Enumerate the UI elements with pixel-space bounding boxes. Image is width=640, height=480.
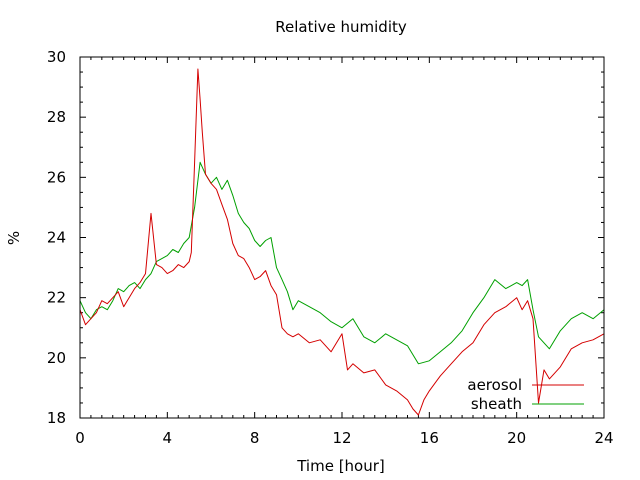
- x-tick-label: 20: [507, 429, 526, 447]
- legend-label-sheath: sheath: [471, 395, 522, 413]
- x-tick-label: 0: [75, 429, 85, 447]
- x-tick-label: 12: [332, 429, 351, 447]
- series-line-aerosol: [79, 68, 605, 416]
- x-tick-label: 24: [594, 429, 613, 447]
- plot-frame: [79, 56, 605, 419]
- y-axis-label: %: [5, 231, 23, 245]
- legend-label-aerosol: aerosol: [467, 376, 522, 394]
- x-tick-label: 8: [250, 429, 260, 447]
- y-tick-label: 18: [47, 409, 66, 427]
- chart-title: Relative humidity: [275, 18, 407, 36]
- axis-ticks: 0 4 8 12 16 20 24 18 20 22 24 26 28 30: [47, 48, 614, 447]
- x-tick-label: 4: [163, 429, 173, 447]
- y-tick-label: 24: [47, 229, 66, 247]
- x-axis-label: Time [hour]: [296, 457, 385, 475]
- y-tick-label: 26: [47, 168, 66, 186]
- y-tick-label: 28: [47, 108, 66, 126]
- y-tick-label: 30: [47, 48, 66, 66]
- y-tick-label: 20: [47, 349, 66, 367]
- y-tick-label: 22: [47, 289, 66, 307]
- series-line-sheath: [79, 161, 605, 365]
- x-tick-label: 16: [420, 429, 439, 447]
- data-series: [79, 68, 605, 416]
